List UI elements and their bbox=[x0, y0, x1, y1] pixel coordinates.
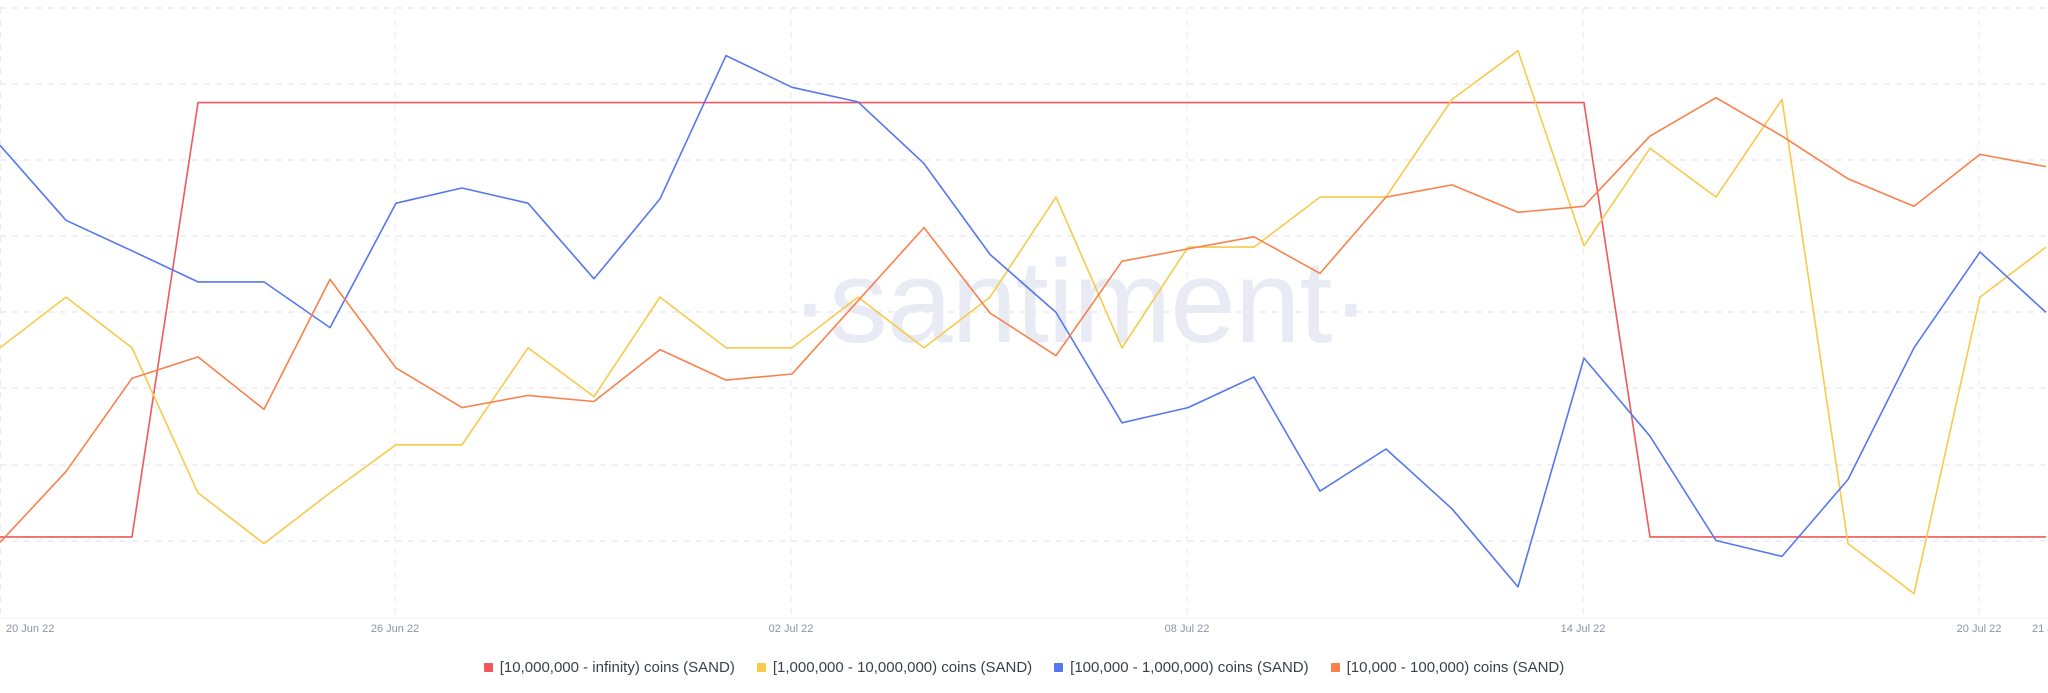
x-tick-label: 20 Jul 22 bbox=[1957, 623, 2002, 635]
legend-label: [10,000 - 100,000) coins (SAND) bbox=[1346, 658, 1565, 676]
legend-item-0[interactable]: [10,000,000 - infinity) coins (SAND) bbox=[483, 658, 735, 676]
x-tick-label: 26 Jun 22 bbox=[371, 623, 419, 635]
legend-item-2[interactable]: [100,000 - 1,000,000) coins (SAND) bbox=[1054, 658, 1309, 676]
series-line-1 bbox=[0, 49, 2047, 595]
x-axis-ticks: 20 Jun 22 26 Jun 22 02 Jul 22 08 Jul 22 14 J… bbox=[6, 623, 2048, 635]
x-tick-label: 21 Jul bbox=[2032, 623, 2048, 635]
x-tick-label: 02 Jul 22 bbox=[769, 623, 814, 635]
gridlines bbox=[0, 7, 2048, 619]
legend-label: [1,000,000 - 10,000,000) coins (SAND) bbox=[772, 658, 1033, 676]
legend-label: [10,000,000 - infinity) coins (SAND) bbox=[499, 658, 735, 676]
legend-label: [100,000 - 1,000,000) coins (SAND) bbox=[1070, 658, 1309, 676]
legend-swatch bbox=[756, 662, 766, 672]
series-line-3 bbox=[0, 96, 2047, 543]
legend-swatch bbox=[483, 662, 493, 672]
legend-item-3[interactable]: [10,000 - 100,000) coins (SAND) bbox=[1330, 658, 1565, 676]
series-lines bbox=[0, 49, 2047, 595]
chart-legend: [10,000,000 - infinity) coins (SAND) [1,0… bbox=[0, 655, 2048, 679]
series-line-2 bbox=[0, 54, 2047, 588]
legend-item-1[interactable]: [1,000,000 - 10,000,000) coins (SAND) bbox=[756, 658, 1033, 676]
x-tick-label: 14 Jul 22 bbox=[1561, 623, 1606, 635]
legend-swatch bbox=[1330, 662, 1340, 672]
legend-swatch bbox=[1054, 662, 1064, 672]
santiment-watermark: ·santiment· bbox=[790, 236, 1369, 368]
x-tick-label: 08 Jul 22 bbox=[1165, 623, 1210, 635]
x-tick-label: 20 Jun 22 bbox=[6, 623, 54, 635]
series-line-0 bbox=[0, 101, 2046, 538]
